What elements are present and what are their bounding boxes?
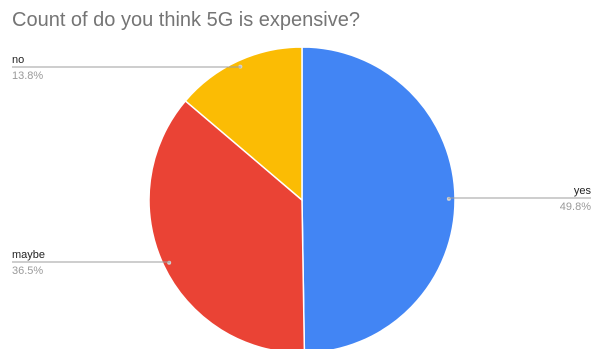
slice-percent-yes: 49.8% [560,201,591,213]
chart-title: Count of do you think 5G is expensive? [12,9,360,31]
pie-slices [148,46,456,349]
leader-line-maybe [12,261,170,263]
slice-label-yes: yes [574,185,592,197]
pie-slice-yes[interactable] [301,46,456,349]
slice-labels: yes 49.8% maybe 36.5% no 13.8% [12,54,591,277]
pie-slice-maybe[interactable] [148,99,306,349]
leader-line-yes [448,197,591,199]
slice-label-no: no [12,54,24,66]
slice-label-maybe: maybe [12,249,45,261]
slice-percent-no: 13.8% [12,70,43,82]
leader-lines [12,64,591,265]
pie-slice-no[interactable] [184,46,303,202]
slice-percent-maybe: 36.5% [12,265,43,277]
